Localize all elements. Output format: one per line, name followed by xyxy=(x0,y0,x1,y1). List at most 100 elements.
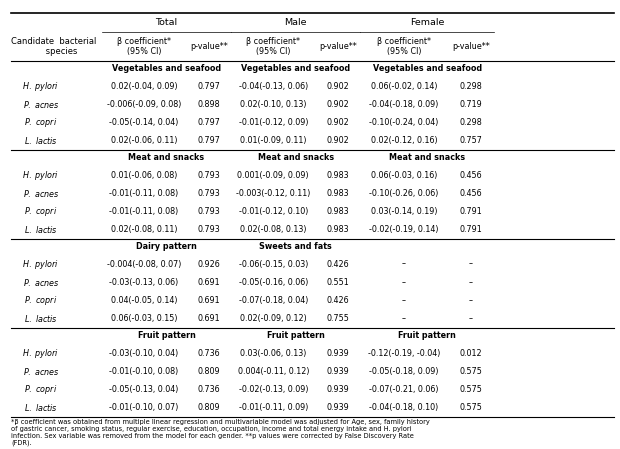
Text: β coefficient*
(95% CI): β coefficient* (95% CI) xyxy=(377,37,431,56)
Text: p-value**: p-value** xyxy=(319,42,356,51)
Text: -0.01(-0.12, 0.10): -0.01(-0.12, 0.10) xyxy=(239,207,308,216)
Text: -0.05(-0.16, 0.06): -0.05(-0.16, 0.06) xyxy=(239,278,308,287)
Text: -0.05(-0.14, 0.04): -0.05(-0.14, 0.04) xyxy=(109,118,179,127)
Text: 0.06(-0.03, 0.16): 0.06(-0.03, 0.16) xyxy=(371,171,437,180)
Text: $\it{H.}$ $\it{pylori}$: $\it{H.}$ $\it{pylori}$ xyxy=(22,79,60,92)
Text: 0.02(-0.06, 0.11): 0.02(-0.06, 0.11) xyxy=(111,136,177,145)
Text: 0.456: 0.456 xyxy=(459,171,482,180)
Text: -0.01(-0.10, 0.08): -0.01(-0.10, 0.08) xyxy=(110,367,179,376)
Text: –: – xyxy=(402,314,406,323)
Text: Dairy pattern: Dairy pattern xyxy=(136,242,197,251)
Text: 0.939: 0.939 xyxy=(327,385,349,394)
Text: 0.03(-0.06, 0.13): 0.03(-0.06, 0.13) xyxy=(240,348,306,357)
Text: -0.05(-0.13, 0.04): -0.05(-0.13, 0.04) xyxy=(109,385,179,394)
Text: -0.01(-0.11, 0.09): -0.01(-0.11, 0.09) xyxy=(239,403,308,412)
Text: p-value**: p-value** xyxy=(190,42,228,51)
Text: Fruit pattern: Fruit pattern xyxy=(267,331,325,340)
Text: 0.719: 0.719 xyxy=(459,100,482,109)
Text: $\it{H.}$ $\it{pylori}$: $\it{H.}$ $\it{pylori}$ xyxy=(22,347,60,360)
Text: 0.691: 0.691 xyxy=(197,296,220,305)
Text: 0.575: 0.575 xyxy=(459,385,482,394)
Text: 0.793: 0.793 xyxy=(197,171,220,180)
Text: 0.939: 0.939 xyxy=(327,367,349,376)
Text: 0.06(-0.02, 0.14): 0.06(-0.02, 0.14) xyxy=(371,82,437,91)
Text: -0.10(-0.26, 0.06): -0.10(-0.26, 0.06) xyxy=(370,189,439,198)
Text: 0.02(-0.04, 0.09): 0.02(-0.04, 0.09) xyxy=(111,82,177,91)
Text: -0.01(-0.10, 0.07): -0.01(-0.10, 0.07) xyxy=(109,403,179,412)
Text: -0.003(-0.12, 0.11): -0.003(-0.12, 0.11) xyxy=(236,189,311,198)
Text: Sweets and fats: Sweets and fats xyxy=(259,242,332,251)
Text: 0.691: 0.691 xyxy=(197,278,220,287)
Text: β coefficient*
(95% CI): β coefficient* (95% CI) xyxy=(246,37,300,56)
Text: -0.01(-0.11, 0.08): -0.01(-0.11, 0.08) xyxy=(110,207,179,216)
Text: -0.04(-0.18, 0.10): -0.04(-0.18, 0.10) xyxy=(370,403,439,412)
Text: 0.426: 0.426 xyxy=(327,296,349,305)
Text: $\it{P.}$ $\it{copri}$: $\it{P.}$ $\it{copri}$ xyxy=(24,383,58,396)
Text: 0.939: 0.939 xyxy=(327,348,349,357)
Text: -0.12(-0.19, -0.04): -0.12(-0.19, -0.04) xyxy=(368,348,440,357)
Text: *β coefficient was obtained from multiple linear regression and multivariable mo: *β coefficient was obtained from multipl… xyxy=(11,419,430,446)
Text: 0.983: 0.983 xyxy=(327,225,349,234)
Text: Male: Male xyxy=(285,18,307,27)
Text: –: – xyxy=(469,296,473,305)
Text: 0.809: 0.809 xyxy=(197,367,220,376)
Text: 0.791: 0.791 xyxy=(459,225,482,234)
Text: -0.05(-0.18, 0.09): -0.05(-0.18, 0.09) xyxy=(370,367,439,376)
Text: 0.797: 0.797 xyxy=(197,82,220,91)
Text: 0.791: 0.791 xyxy=(459,207,482,216)
Text: 0.926: 0.926 xyxy=(197,260,220,269)
Text: 0.983: 0.983 xyxy=(327,189,349,198)
Text: Vegetables and seafood: Vegetables and seafood xyxy=(112,64,221,73)
Text: 0.575: 0.575 xyxy=(459,367,482,376)
Text: 0.793: 0.793 xyxy=(197,189,220,198)
Text: 0.575: 0.575 xyxy=(459,403,482,412)
Text: $\it{L.}$ $\it{lactis}$: $\it{L.}$ $\it{lactis}$ xyxy=(24,135,58,146)
Text: –: – xyxy=(469,278,473,287)
Text: β coefficient*
(95% CI): β coefficient* (95% CI) xyxy=(117,37,171,56)
Text: 0.793: 0.793 xyxy=(197,207,220,216)
Text: 0.02(-0.08, 0.13): 0.02(-0.08, 0.13) xyxy=(240,225,306,234)
Text: 0.691: 0.691 xyxy=(197,314,220,323)
Text: Female: Female xyxy=(410,18,445,27)
Text: -0.004(-0.08, 0.07): -0.004(-0.08, 0.07) xyxy=(107,260,181,269)
Text: 0.898: 0.898 xyxy=(197,100,220,109)
Text: -0.07(-0.18, 0.04): -0.07(-0.18, 0.04) xyxy=(239,296,308,305)
Text: Total: Total xyxy=(156,18,177,27)
Text: 0.02(-0.09, 0.12): 0.02(-0.09, 0.12) xyxy=(240,314,307,323)
Text: –: – xyxy=(402,260,406,269)
Text: 0.983: 0.983 xyxy=(327,207,349,216)
Text: $\it{P.}$ $\it{acnes}$: $\it{P.}$ $\it{acnes}$ xyxy=(23,277,60,288)
Text: 0.902: 0.902 xyxy=(327,118,349,127)
Text: 0.797: 0.797 xyxy=(197,136,220,145)
Text: 0.426: 0.426 xyxy=(327,260,349,269)
Text: Vegetables and seafood: Vegetables and seafood xyxy=(241,64,350,73)
Text: –: – xyxy=(402,296,406,305)
Text: 0.01(-0.06, 0.08): 0.01(-0.06, 0.08) xyxy=(111,171,177,180)
Text: $\it{P.}$ $\it{acnes}$: $\it{P.}$ $\it{acnes}$ xyxy=(23,99,60,110)
Text: 0.902: 0.902 xyxy=(327,100,349,109)
Text: -0.04(-0.18, 0.09): -0.04(-0.18, 0.09) xyxy=(370,100,439,109)
Text: 0.03(-0.14, 0.19): 0.03(-0.14, 0.19) xyxy=(371,207,437,216)
Text: –: – xyxy=(469,314,473,323)
Text: 0.06(-0.03, 0.15): 0.06(-0.03, 0.15) xyxy=(111,314,177,323)
Text: 0.04(-0.05, 0.14): 0.04(-0.05, 0.14) xyxy=(111,296,177,305)
Text: $\it{H.}$ $\it{pylori}$: $\it{H.}$ $\it{pylori}$ xyxy=(22,168,60,181)
Text: 0.757: 0.757 xyxy=(459,136,482,145)
Text: -0.06(-0.15, 0.03): -0.06(-0.15, 0.03) xyxy=(239,260,308,269)
Text: $\it{L.}$ $\it{lactis}$: $\it{L.}$ $\it{lactis}$ xyxy=(24,313,58,324)
Text: p-value**: p-value** xyxy=(452,42,490,51)
Text: -0.10(-0.24, 0.04): -0.10(-0.24, 0.04) xyxy=(370,118,439,127)
Text: 0.012: 0.012 xyxy=(459,348,482,357)
Text: 0.939: 0.939 xyxy=(327,403,349,412)
Text: Fruit pattern: Fruit pattern xyxy=(138,331,195,340)
Text: 0.983: 0.983 xyxy=(327,171,349,180)
Text: $\it{P.}$ $\it{copri}$: $\it{P.}$ $\it{copri}$ xyxy=(24,116,58,129)
Text: 0.797: 0.797 xyxy=(197,118,220,127)
Text: $\it{L.}$ $\it{lactis}$: $\it{L.}$ $\it{lactis}$ xyxy=(24,224,58,235)
Text: Meat and snacks: Meat and snacks xyxy=(128,153,205,162)
Text: Vegetables and seafood: Vegetables and seafood xyxy=(373,64,482,73)
Text: 0.02(-0.08, 0.11): 0.02(-0.08, 0.11) xyxy=(111,225,177,234)
Text: 0.01(-0.09, 0.11): 0.01(-0.09, 0.11) xyxy=(240,136,306,145)
Text: 0.004(-0.11, 0.12): 0.004(-0.11, 0.12) xyxy=(237,367,309,376)
Text: –: – xyxy=(402,278,406,287)
